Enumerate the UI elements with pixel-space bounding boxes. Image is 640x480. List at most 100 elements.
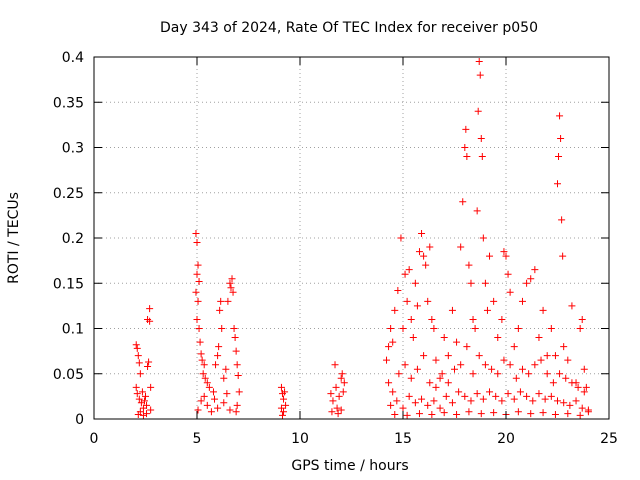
x-axis-label: GPS time / hours <box>291 458 408 474</box>
data-point <box>444 352 452 360</box>
data-point <box>523 279 531 287</box>
data-point <box>418 229 426 237</box>
data-point <box>477 134 485 142</box>
data-point <box>403 411 411 419</box>
data-point <box>215 343 223 351</box>
data-point <box>453 410 461 418</box>
data-point <box>389 388 397 396</box>
data-point <box>197 350 205 358</box>
data-point <box>331 361 339 369</box>
data-point <box>407 315 415 323</box>
data-point <box>337 374 345 382</box>
x-tick-label: 20 <box>497 431 515 447</box>
data-point <box>333 404 341 412</box>
data-point <box>510 395 518 403</box>
data-point <box>481 361 489 369</box>
data-point <box>467 397 475 405</box>
data-point <box>476 71 484 79</box>
data-point <box>413 302 421 310</box>
data-point <box>413 365 421 373</box>
data-point <box>463 343 471 351</box>
data-point <box>222 365 230 373</box>
data-point <box>329 397 337 405</box>
data-point <box>389 338 397 346</box>
data-point <box>337 406 345 414</box>
data-point <box>139 411 147 419</box>
data-point <box>232 408 240 416</box>
data-point <box>137 399 145 407</box>
data-point <box>226 279 234 287</box>
data-point <box>559 252 567 260</box>
data-point <box>506 288 514 296</box>
data-point <box>282 401 290 409</box>
data-point <box>543 352 551 360</box>
x-tick-label: 0 <box>90 431 99 447</box>
data-point <box>459 198 467 206</box>
data-point <box>474 107 482 115</box>
data-point <box>566 401 574 409</box>
data-point <box>146 317 154 325</box>
data-point <box>217 297 225 305</box>
data-point <box>230 325 238 332</box>
data-point <box>471 325 479 332</box>
data-point <box>467 279 475 287</box>
data-point <box>135 395 143 403</box>
data-point <box>448 306 456 314</box>
data-point <box>556 370 564 378</box>
data-point <box>502 252 510 260</box>
data-points <box>132 58 592 419</box>
data-point <box>576 325 584 332</box>
data-point <box>531 361 539 369</box>
data-point <box>201 374 209 382</box>
data-point <box>453 338 461 346</box>
data-point <box>405 266 413 274</box>
data-point <box>455 388 463 396</box>
data-point <box>387 325 395 332</box>
data-point <box>584 408 592 416</box>
data-point <box>335 392 343 400</box>
y-tick-label: 0.05 <box>53 367 84 383</box>
data-point <box>132 341 140 349</box>
data-point <box>527 410 535 418</box>
data-point <box>486 388 494 396</box>
data-point <box>518 297 526 305</box>
data-point <box>469 315 477 323</box>
data-point <box>397 234 405 242</box>
data-point <box>580 388 588 396</box>
y-tick-label: 0 <box>75 412 84 428</box>
data-point <box>133 344 141 352</box>
data-point <box>490 409 498 417</box>
data-point <box>479 234 487 242</box>
data-point <box>214 352 222 360</box>
data-point <box>494 370 502 378</box>
y-axis-ticks: 0 0.05 0.1 0.15 0.2 0.25 0.3 0.35 0.4 <box>53 50 609 428</box>
data-point <box>231 334 239 342</box>
data-point <box>562 374 570 382</box>
data-point <box>142 392 149 400</box>
y-tick-label: 0.1 <box>62 322 84 338</box>
data-point <box>420 252 428 260</box>
data-point <box>436 404 444 412</box>
data-point <box>558 216 566 224</box>
data-point <box>422 261 430 269</box>
data-point <box>551 410 559 418</box>
data-point <box>556 112 564 120</box>
data-point <box>506 361 514 369</box>
data-point <box>576 411 584 419</box>
data-point <box>143 410 151 418</box>
data-point <box>277 383 285 391</box>
data-point <box>555 153 563 161</box>
data-point <box>136 370 144 378</box>
data-point <box>504 390 512 398</box>
data-point <box>518 365 526 373</box>
data-point <box>537 356 545 364</box>
data-point <box>554 180 561 188</box>
data-point <box>494 334 502 342</box>
data-point <box>205 383 213 391</box>
data-point <box>535 390 543 398</box>
data-point <box>401 270 409 278</box>
data-point <box>228 275 236 283</box>
data-point <box>281 388 289 396</box>
y-tick-label: 0.25 <box>53 186 84 202</box>
y-tick-label: 0.35 <box>53 95 84 111</box>
